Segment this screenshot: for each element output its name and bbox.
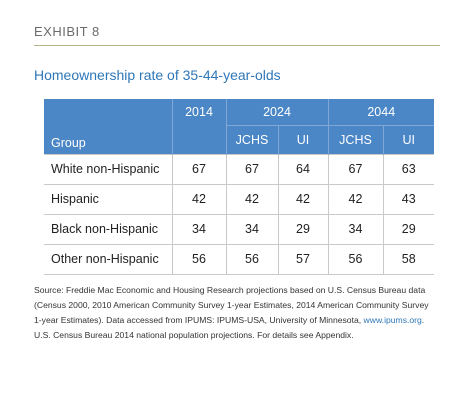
cell-value: 42 (171, 183, 226, 214)
sub-header-jchs-2024: JCHS (225, 125, 278, 154)
sub-header-row: Group JCHS UI JCHS UI (44, 125, 434, 154)
exhibit-label: EXHIBIT 8 (34, 24, 100, 39)
cell-value: 56 (327, 243, 383, 275)
row-group: White non-Hispanic (44, 153, 172, 184)
cell-value: 42 (277, 183, 328, 214)
homeownership-table: 2014 2024 2044 Group JCHS UI JCHS UI Whi… (44, 99, 434, 275)
source-text: Source: Freddie Mac Economic and Housing… (34, 285, 429, 325)
source-text-end: . U.S. Census Bureau 2014 national popul… (34, 315, 425, 340)
table-row: Hispanic 42 42 42 42 43 (44, 183, 434, 214)
sub-header-blank (171, 125, 226, 154)
cell-value: 57 (277, 243, 328, 275)
year-header-row: 2014 2024 2044 (44, 99, 434, 126)
sub-header-ui-2024: UI (277, 125, 328, 154)
table-row: Black non-Hispanic 34 34 29 34 29 (44, 213, 434, 244)
year-2014-header: 2014 (171, 99, 226, 126)
cell-value: 56 (225, 243, 278, 275)
cell-value: 58 (382, 243, 434, 275)
cell-value: 34 (171, 213, 226, 244)
row-group: Hispanic (44, 183, 172, 214)
cell-value: 34 (225, 213, 278, 244)
year-2024-header: 2024 (225, 99, 328, 126)
cell-value: 67 (171, 153, 226, 184)
header-blank (44, 99, 172, 126)
cell-value: 43 (382, 183, 434, 214)
row-group: Black non-Hispanic (44, 213, 172, 244)
cell-value: 42 (225, 183, 278, 214)
sub-header-jchs-2044: JCHS (327, 125, 383, 154)
cell-value: 34 (327, 213, 383, 244)
group-header: Group (44, 125, 172, 154)
cell-value: 29 (277, 213, 328, 244)
year-2044-header: 2044 (327, 99, 434, 126)
divider (34, 45, 440, 46)
sub-header-ui-2044: UI (382, 125, 434, 154)
cell-value: 64 (277, 153, 328, 184)
cell-value: 67 (327, 153, 383, 184)
cell-value: 42 (327, 183, 383, 214)
ipums-link[interactable]: www.ipums.org (363, 315, 422, 325)
table-row: White non-Hispanic 67 67 64 67 63 (44, 153, 434, 184)
source-note: Source: Freddie Mac Economic and Housing… (34, 283, 434, 343)
row-group: Other non-Hispanic (44, 243, 172, 275)
cell-value: 63 (382, 153, 434, 184)
cell-value: 56 (171, 243, 226, 275)
cell-value: 29 (382, 213, 434, 244)
cell-value: 67 (225, 153, 278, 184)
table-title: Homeownership rate of 35-44-year-olds (34, 67, 281, 83)
table-row: Other non-Hispanic 56 56 57 56 58 (44, 243, 434, 275)
